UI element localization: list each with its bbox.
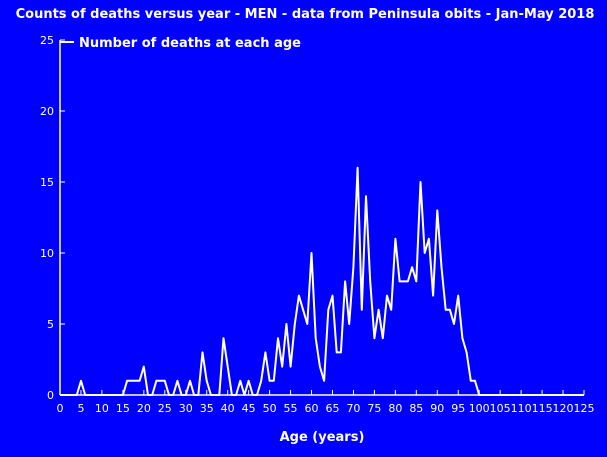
y-tick-label: 25: [40, 34, 54, 47]
x-tick-label: 70: [346, 402, 360, 415]
x-tick-label: 95: [451, 402, 465, 415]
x-tick-label: 90: [430, 402, 444, 415]
x-tick-label: 55: [284, 402, 298, 415]
series-line: [60, 166, 584, 396]
x-tick-label: 30: [179, 402, 193, 415]
x-tick-label: 25: [158, 402, 172, 415]
x-axis-label: Age (years): [280, 430, 365, 445]
x-tick-label: 0: [57, 402, 64, 415]
x-tick-label: 40: [221, 402, 235, 415]
x-tick-label: 110: [511, 402, 532, 415]
x-tick-label: 80: [388, 402, 402, 415]
x-tick-label: 125: [574, 402, 595, 415]
x-tick-label: 60: [305, 402, 319, 415]
x-tick-label: 75: [367, 402, 381, 415]
y-tick-label: 20: [40, 105, 54, 118]
x-tick-label: 100: [469, 402, 490, 415]
x-tick-label: 50: [263, 402, 277, 415]
y-ticks: 0 5 10 15 20 25: [40, 34, 65, 402]
x-tick-label: 120: [553, 402, 574, 415]
x-tick-label: 115: [532, 402, 553, 415]
y-tick-label: 15: [40, 176, 54, 189]
x-ticks: 0 5 10 15 20 25 30 35 40 45 50 55 60 65 70 75 80 85 90 95 10…: [57, 390, 595, 415]
x-tick-label: 15: [116, 402, 130, 415]
chart-title: Counts of deaths versus year - MEN - dat…: [16, 7, 595, 22]
x-tick-label: 105: [490, 402, 511, 415]
y-tick-label: 0: [47, 389, 54, 402]
x-tick-label: 45: [242, 402, 256, 415]
y-tick-label: 10: [40, 247, 54, 260]
legend-label: Number of deaths at each age: [79, 36, 301, 51]
x-tick-label: 65: [325, 402, 339, 415]
x-tick-label: 20: [137, 402, 151, 415]
x-tick-label: 5: [77, 402, 84, 415]
x-tick-label: 85: [409, 402, 423, 415]
y-tick-label: 5: [47, 318, 54, 331]
x-tick-label: 35: [200, 402, 214, 415]
x-tick-label: 10: [95, 402, 109, 415]
